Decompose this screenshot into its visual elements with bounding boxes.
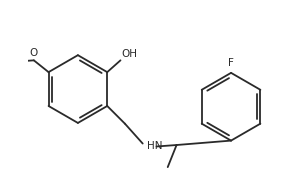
Text: OH: OH — [121, 49, 137, 59]
Text: F: F — [228, 58, 234, 68]
Text: HN: HN — [147, 141, 162, 151]
Text: O: O — [30, 48, 38, 58]
